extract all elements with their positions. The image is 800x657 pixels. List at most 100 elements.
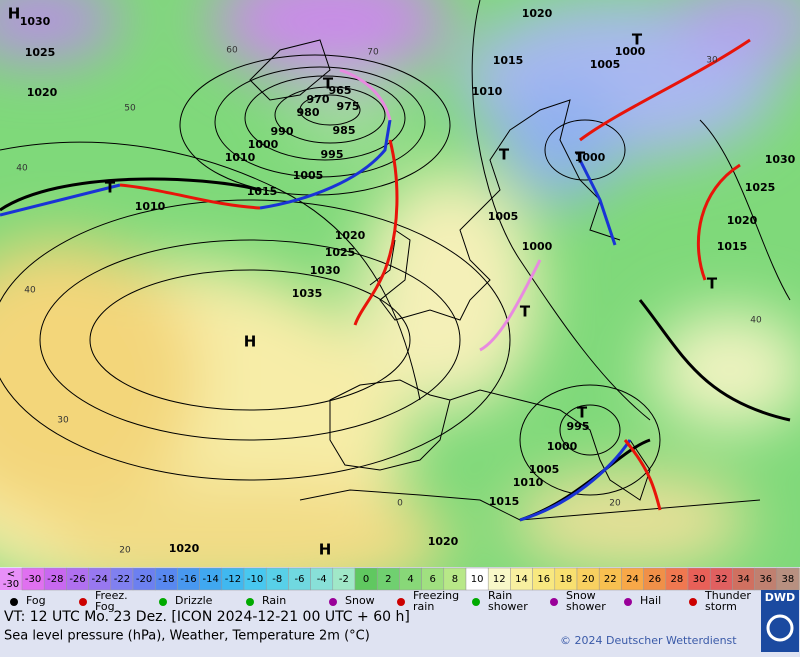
pressure-label: 1020	[522, 7, 553, 20]
pressure-center: T	[577, 404, 588, 422]
pressure-label: 1000	[615, 45, 646, 58]
legend-label: Rain	[488, 589, 512, 602]
pressure-label: 1030	[765, 153, 796, 166]
pressure-label: 1000	[248, 138, 279, 151]
pressure-center: H	[244, 333, 257, 351]
legend-label: Thunder	[704, 589, 751, 602]
isobars	[0, 0, 791, 496]
scale-label: -2	[339, 574, 349, 585]
temperature-label: 30	[57, 416, 69, 426]
pressure-label: 1010	[513, 476, 544, 489]
scale-label: -4	[317, 574, 327, 585]
temperature-label: 30	[706, 56, 718, 66]
legend-label: rain	[413, 600, 434, 613]
pressure-label: 1005	[590, 58, 621, 71]
subtitle: Sea level pressure (hPa), Weather, Tempe…	[4, 629, 370, 644]
pressure-label: 1000	[575, 151, 606, 164]
pressure-label: 1015	[717, 240, 748, 253]
pressure-label: 995	[567, 420, 590, 433]
scale-label: 22	[604, 574, 617, 585]
scale-label: 38	[782, 574, 795, 585]
legend-label: Freez.	[95, 589, 128, 602]
scale-label: -12	[225, 574, 241, 585]
legend-icon	[689, 598, 697, 606]
scale-label: -14	[203, 574, 219, 585]
scale-label: 16	[537, 574, 550, 585]
temperature-label: 40	[24, 286, 36, 296]
scale-label: -8	[272, 574, 282, 585]
pressure-center: T	[499, 146, 510, 164]
temperature-label: 70	[367, 48, 379, 58]
legend-label: Snow	[566, 589, 596, 602]
legend-label: Freezing	[413, 589, 459, 602]
legend-label: Fog	[26, 594, 46, 607]
scale-label: 30	[693, 574, 706, 585]
scale-label: 12	[493, 574, 506, 585]
temperature-label: 20	[119, 546, 131, 556]
pressure-label: 1025	[745, 181, 776, 194]
scale-label: 10	[471, 574, 484, 585]
legend-icon	[397, 598, 405, 606]
scale-label: 4	[407, 574, 413, 585]
logo-box	[761, 590, 799, 652]
legend-label: shower	[488, 600, 528, 613]
scale-label: -30	[3, 579, 19, 590]
scale-label: 36	[759, 574, 772, 585]
pressure-center: T	[707, 275, 718, 293]
scale-label: 6	[430, 574, 436, 585]
scale-label: -18	[158, 574, 174, 585]
pressure-label: 1020	[335, 229, 366, 242]
pressure-label: 980	[297, 106, 320, 119]
copyright: © 2024 Deutscher Wetterdienst	[560, 634, 737, 647]
pressure-center: T	[520, 303, 531, 321]
pressure-label: 1020	[727, 214, 758, 227]
pressure-label: 985	[333, 124, 356, 137]
legend-label: storm	[705, 600, 737, 613]
pressure-label: 970	[307, 93, 330, 106]
scale-cell	[0, 568, 22, 590]
legend-label: Fog	[95, 600, 115, 613]
legend-label: Snow	[345, 594, 375, 607]
scale-label: 20	[582, 574, 595, 585]
legend-label: Rain	[262, 594, 286, 607]
legend-icon	[624, 598, 632, 606]
scale-label: <	[7, 569, 15, 580]
fronts	[0, 38, 751, 522]
pressure-label: 1025	[25, 46, 56, 59]
temperature-label: 50	[124, 104, 136, 114]
pressure-label: 1020	[169, 542, 200, 555]
scale-label: 0	[363, 574, 369, 585]
temperature-label: 40	[16, 164, 28, 174]
legend-icon	[246, 598, 254, 606]
legend-icon	[79, 598, 87, 606]
scale-label: -22	[114, 574, 130, 585]
pressure-label: 1010	[225, 151, 256, 164]
pressure-label: 1000	[522, 240, 553, 253]
pressure-label: 1005	[488, 210, 519, 223]
pressure-label: 965	[329, 84, 352, 97]
valid-time: VT: 12 UTC Mo. 23 Dez. [ICON 2024-12-21 …	[4, 609, 410, 625]
legend-label: Hail	[640, 594, 661, 607]
pressure-center: T	[323, 75, 334, 93]
scale-label: -10	[247, 574, 263, 585]
scale-label: -16	[180, 574, 196, 585]
legend-icon	[472, 598, 480, 606]
pressure-label: 1000	[547, 440, 578, 453]
temperature-label: 40	[750, 316, 762, 326]
pressure-label: 1005	[293, 169, 324, 182]
pressure-label: 1035	[292, 287, 323, 300]
scale-label: 8	[452, 574, 458, 585]
pressure-center: H	[8, 5, 21, 23]
pressure-label: 1020	[27, 86, 58, 99]
pressure-label: 1005	[529, 463, 560, 476]
legend-icon	[550, 598, 558, 606]
temperature-label: 60	[226, 46, 238, 56]
pressure-label: 1025	[325, 246, 356, 259]
pressure-label: 1015	[493, 54, 524, 67]
legend-label: Drizzle	[175, 594, 213, 607]
scale-label: 26	[648, 574, 661, 585]
scale-label: -28	[47, 574, 63, 585]
temperature-label: 0	[397, 499, 403, 509]
